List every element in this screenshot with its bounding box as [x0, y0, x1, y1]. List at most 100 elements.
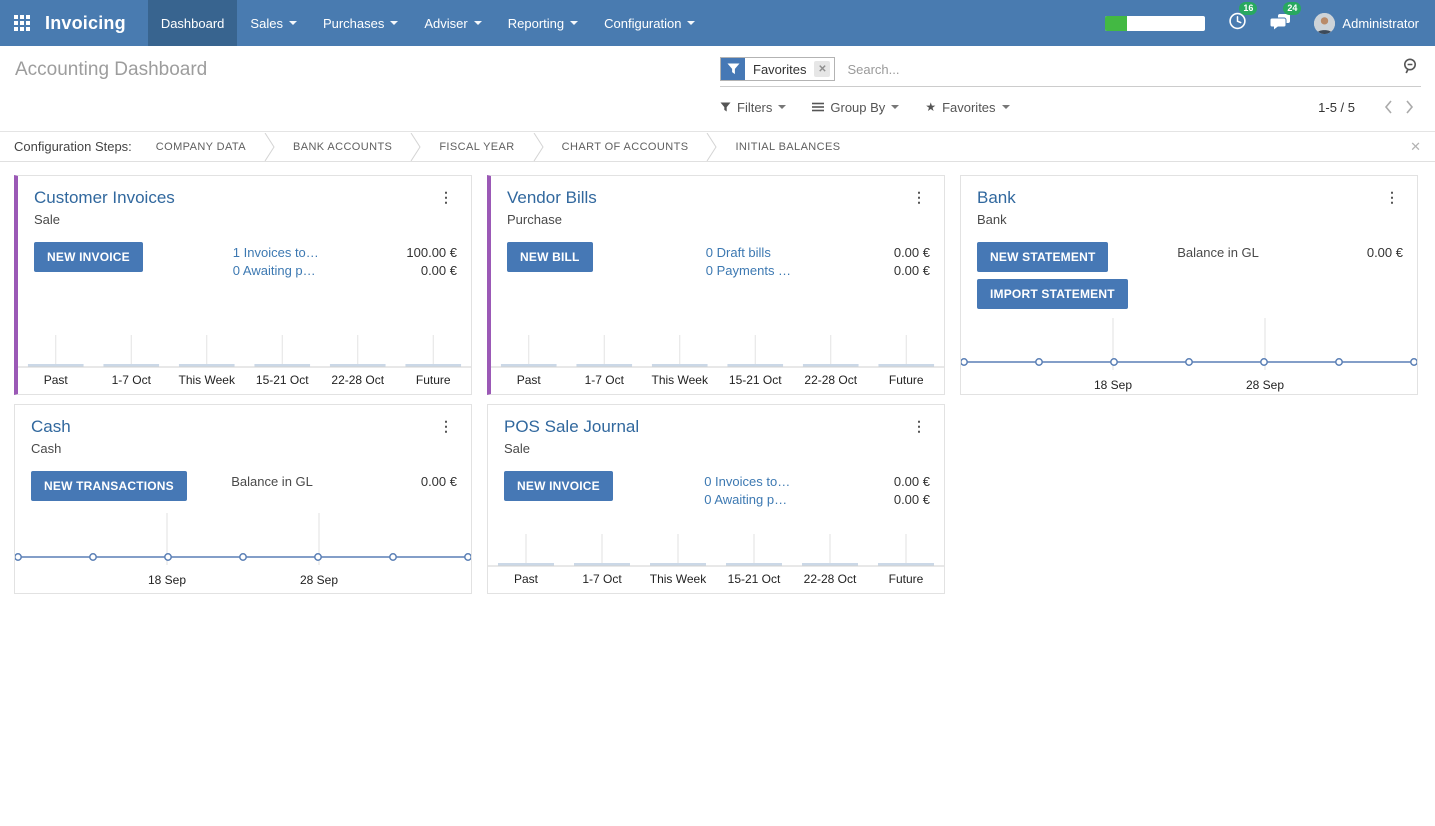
nav-menu-purchases[interactable]: Purchases	[310, 0, 411, 46]
x-axis-label: Future	[415, 373, 451, 387]
x-axis-label: 15-21 Oct	[728, 373, 782, 387]
user-name: Administrator	[1342, 15, 1419, 31]
x-axis-label: 1-7 Oct	[584, 373, 624, 387]
journal-link[interactable]: 0 Invoices to…	[704, 474, 791, 489]
nav-menu-dashboard[interactable]: Dashboard	[147, 0, 238, 46]
search-bar: Favorites ✕	[720, 57, 1421, 87]
pager-previous-icon[interactable]	[1377, 99, 1399, 115]
search-input[interactable]	[841, 57, 1399, 81]
x-axis-label: Past	[43, 373, 68, 387]
x-axis-label: 15-21 Oct	[255, 373, 309, 387]
kebab-menu-icon[interactable]: ⋮	[912, 418, 926, 434]
nav-menu-configuration[interactable]: Configuration	[591, 0, 708, 46]
pager-next-icon[interactable]	[1399, 99, 1421, 115]
journal-info-row: 0 Awaiting p… 0.00 €	[704, 491, 930, 509]
config-step-chart-of-accounts[interactable]: CHART OF ACCOUNTS	[561, 140, 689, 153]
journal-link[interactable]: 1 Invoices to…	[232, 245, 319, 260]
usage-progress-fill	[1105, 15, 1128, 31]
close-icon[interactable]: ✕	[1410, 138, 1421, 154]
caret-down-icon	[1001, 105, 1010, 109]
user-menu[interactable]: Administrator	[1314, 12, 1419, 34]
star-icon: ★	[925, 100, 937, 114]
x-axis-label: Past	[513, 572, 538, 586]
card-subtitle: Bank	[977, 212, 1007, 227]
card-title[interactable]: POS Sale Journal	[504, 417, 640, 436]
nav-menu-label: Adviser	[424, 15, 468, 31]
card-title[interactable]: Cash	[31, 417, 71, 436]
search-facet: Favorites ✕	[720, 57, 836, 81]
journal-info-row: 1 Invoices to… 100.00 €	[233, 244, 457, 262]
nav-menu-label: Reporting	[507, 15, 565, 31]
nav-menu-label: Configuration	[604, 15, 682, 31]
config-step-initial-balances[interactable]: INITIAL BALANCES	[735, 140, 841, 153]
card-title[interactable]: Vendor Bills	[507, 188, 597, 207]
favorites-button[interactable]: ★ Favorites	[925, 100, 1010, 115]
nav-menu-sales[interactable]: Sales	[237, 0, 310, 46]
kebab-menu-icon[interactable]: ⋮	[439, 189, 453, 205]
import-statement-button[interactable]: IMPORT STATEMENT	[977, 279, 1128, 309]
journal-label: Balance in GL	[1177, 245, 1259, 260]
journal-info-row: 0 Draft bills 0.00 €	[706, 244, 930, 262]
caret-down-icon	[778, 105, 787, 109]
bar-chart-x-labels: Past 1-7 Oct This Week 15-21 Oct 22-28 Oct Fu…	[18, 370, 471, 394]
journal-link[interactable]: 0 Awaiting p…	[232, 263, 316, 278]
usage-progress-bar[interactable]	[1105, 15, 1206, 31]
x-axis-label: 22-28 Oct	[331, 373, 385, 387]
search-icon[interactable]	[1399, 57, 1421, 81]
card-subtitle: Sale	[34, 212, 61, 227]
configuration-steps-bar: Configuration Steps: COMPANY DATA BANK AC…	[0, 131, 1435, 162]
journal-info-row: 0 Awaiting p… 0.00 €	[233, 262, 457, 280]
journal-amount: 100.00 €	[406, 245, 457, 260]
journal-amount: 0.00 €	[1366, 245, 1403, 260]
card-title[interactable]: Bank	[977, 188, 1016, 207]
bar-chart	[491, 335, 944, 368]
new-invoice-button[interactable]: NEW INVOICE	[504, 471, 613, 501]
new-transactions-button[interactable]: NEW TRANSACTIONS	[31, 471, 187, 501]
journal-card-pos-sale-journal: POS Sale Journal Sale ⋮ NEW INVOICE 0 Invoic…	[487, 404, 945, 594]
journal-amount: 0.00 €	[893, 474, 930, 489]
journal-info-row: Balance in GL 0.00 €	[231, 473, 457, 491]
card-title[interactable]: Customer Invoices	[34, 188, 175, 207]
app-title[interactable]: Invoicing	[45, 12, 126, 33]
activities-icon[interactable]: 16	[1227, 2, 1258, 36]
apps-grid-icon[interactable]	[14, 15, 30, 31]
bar-chart	[488, 534, 944, 567]
journal-info-row: 0 Invoices to… 0.00 €	[704, 473, 930, 491]
journal-link[interactable]: 0 Draft bills	[705, 245, 771, 260]
journal-card-cash: Cash Cash ⋮ NEW TRANSACTIONS Balance in GL 0.…	[14, 404, 472, 594]
bar-chart	[18, 335, 471, 368]
journal-card-bank: Bank Bank ⋮ NEW STATEMENT IMPORT STATEMENT Ba…	[960, 175, 1418, 395]
kebab-menu-icon[interactable]: ⋮	[1385, 189, 1399, 205]
config-step-bank-accounts[interactable]: BANK ACCOUNTS	[292, 140, 393, 153]
step-separator-chevron-icon	[264, 132, 275, 161]
facet-remove-icon[interactable]: ✕	[814, 61, 831, 77]
journal-link[interactable]: 0 Payments …	[705, 263, 792, 278]
new-invoice-button[interactable]: NEW INVOICE	[34, 242, 143, 272]
messages-icon[interactable]: 24	[1269, 2, 1302, 36]
filters-button[interactable]: Filters	[720, 100, 787, 115]
nav-menu-reporting[interactable]: Reporting	[495, 0, 591, 46]
group-by-button[interactable]: Group By	[812, 100, 900, 115]
x-axis-label: 22-28 Oct	[804, 373, 858, 387]
configuration-steps-label: Configuration Steps:	[14, 139, 132, 154]
clock-icon	[1229, 12, 1247, 30]
journal-link[interactable]: 0 Awaiting p…	[704, 492, 788, 507]
kebab-menu-icon[interactable]: ⋮	[912, 189, 926, 205]
config-step-company-data[interactable]: COMPANY DATA	[155, 140, 246, 153]
new-bill-button[interactable]: NEW BILL	[507, 242, 593, 272]
nav-menu-adviser[interactable]: Adviser	[411, 0, 494, 46]
kebab-menu-icon[interactable]: ⋮	[439, 418, 453, 434]
step-separator-chevron-icon	[410, 132, 421, 161]
x-axis-label: Past	[516, 373, 541, 387]
x-axis-label: This Week	[651, 373, 708, 387]
step-separator-chevron-icon	[706, 132, 718, 161]
config-step-fiscal-year[interactable]: FISCAL YEAR	[439, 140, 515, 153]
new-statement-button[interactable]: NEW STATEMENT	[977, 242, 1109, 272]
caret-down-icon	[390, 21, 399, 25]
x-axis-label: 28 Sep	[299, 573, 339, 587]
line-chart	[961, 318, 1417, 370]
step-separator-chevron-icon	[533, 132, 544, 161]
card-subtitle: Sale	[504, 441, 531, 456]
journal-card-customer-invoices: Customer Invoices Sale ⋮ NEW INVOICE 1 Invoi…	[14, 175, 472, 395]
chat-bubbles-icon	[1269, 14, 1291, 32]
